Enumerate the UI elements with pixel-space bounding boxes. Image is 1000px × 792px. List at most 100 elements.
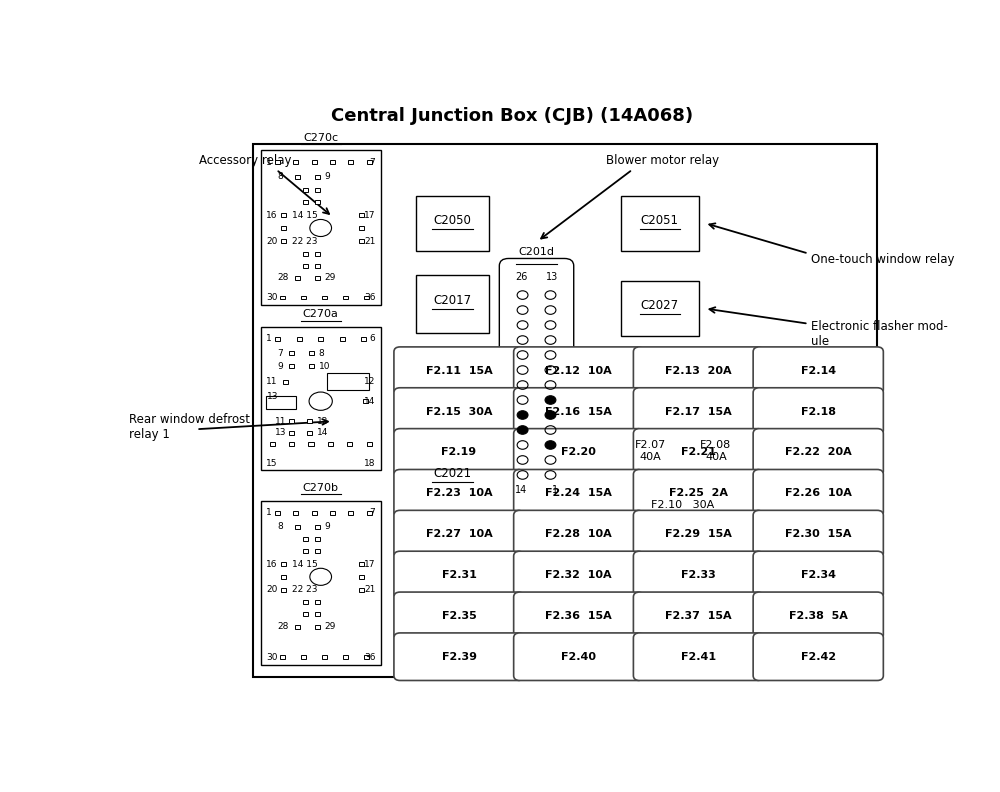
- FancyBboxPatch shape: [633, 347, 764, 394]
- FancyBboxPatch shape: [621, 196, 698, 250]
- Bar: [308, 443, 314, 447]
- Text: C270b: C270b: [303, 483, 339, 493]
- Text: F2.16  15A: F2.16 15A: [545, 406, 612, 417]
- Text: F2.41: F2.41: [681, 652, 716, 661]
- Text: 13: 13: [275, 428, 286, 437]
- Bar: [367, 511, 372, 515]
- Text: 7: 7: [370, 508, 375, 517]
- Text: F2.26  10A: F2.26 10A: [785, 488, 852, 498]
- Text: Blower motor relay: Blower motor relay: [606, 154, 719, 167]
- FancyBboxPatch shape: [753, 633, 883, 680]
- Text: 26: 26: [515, 272, 527, 282]
- FancyBboxPatch shape: [753, 551, 883, 599]
- Circle shape: [545, 411, 556, 419]
- Text: F2.17  15A: F2.17 15A: [665, 406, 732, 417]
- Text: 8: 8: [319, 348, 324, 357]
- Bar: [303, 537, 308, 541]
- Text: 12: 12: [364, 377, 375, 386]
- Text: F2.11  15A: F2.11 15A: [426, 366, 492, 375]
- Bar: [295, 175, 300, 179]
- Bar: [359, 239, 364, 243]
- FancyBboxPatch shape: [261, 501, 381, 665]
- Bar: [303, 600, 308, 604]
- Text: F2.38  5A: F2.38 5A: [789, 611, 848, 621]
- Text: F2.25  2A: F2.25 2A: [669, 488, 728, 498]
- Text: C270c: C270c: [303, 132, 338, 143]
- FancyBboxPatch shape: [633, 592, 764, 640]
- Text: Accessory relay: Accessory relay: [199, 154, 291, 167]
- Bar: [297, 337, 302, 341]
- Bar: [281, 239, 286, 243]
- Text: 20: 20: [266, 585, 277, 594]
- Text: 29: 29: [324, 623, 336, 631]
- Bar: [315, 537, 320, 541]
- Bar: [307, 431, 312, 435]
- Text: 36: 36: [364, 653, 375, 662]
- Text: 11: 11: [266, 377, 278, 386]
- Text: F2.14: F2.14: [801, 366, 836, 375]
- Bar: [312, 511, 317, 515]
- Text: Rear window defrost
relay 1: Rear window defrost relay 1: [129, 413, 250, 441]
- Text: 17: 17: [364, 559, 375, 569]
- Bar: [315, 252, 320, 256]
- FancyBboxPatch shape: [514, 510, 644, 558]
- Bar: [322, 655, 327, 659]
- Text: F2.36  15A: F2.36 15A: [545, 611, 612, 621]
- FancyBboxPatch shape: [514, 551, 644, 599]
- Text: 17: 17: [364, 211, 375, 219]
- Bar: [343, 295, 348, 299]
- Bar: [303, 264, 308, 268]
- Text: Central Junction Box (CJB) (14A068): Central Junction Box (CJB) (14A068): [331, 108, 694, 125]
- Text: C2021: C2021: [433, 466, 472, 480]
- Bar: [289, 364, 294, 368]
- Text: 30: 30: [266, 293, 278, 302]
- FancyBboxPatch shape: [753, 347, 883, 394]
- Text: Electronic flasher mod-
ule: Electronic flasher mod- ule: [811, 320, 948, 348]
- Text: 9: 9: [324, 172, 330, 181]
- FancyBboxPatch shape: [261, 327, 381, 470]
- FancyBboxPatch shape: [633, 388, 764, 436]
- Text: 14 15: 14 15: [292, 211, 317, 219]
- Text: F2.30  15A: F2.30 15A: [785, 529, 851, 539]
- FancyBboxPatch shape: [621, 281, 698, 336]
- FancyBboxPatch shape: [633, 633, 764, 680]
- Text: C2017: C2017: [433, 295, 472, 307]
- Circle shape: [517, 411, 528, 419]
- Text: F2.37  15A: F2.37 15A: [665, 611, 732, 621]
- Bar: [289, 419, 294, 423]
- Text: C201d: C201d: [519, 246, 555, 257]
- Bar: [359, 588, 364, 592]
- FancyBboxPatch shape: [753, 470, 883, 517]
- Text: 10: 10: [319, 362, 330, 371]
- FancyBboxPatch shape: [633, 551, 764, 599]
- Bar: [281, 226, 286, 230]
- Bar: [275, 511, 280, 515]
- Text: 16: 16: [266, 211, 278, 219]
- Text: 13: 13: [546, 272, 558, 282]
- Bar: [295, 276, 300, 280]
- Bar: [303, 188, 308, 192]
- Bar: [289, 443, 294, 447]
- Bar: [295, 625, 300, 629]
- Bar: [295, 525, 300, 529]
- FancyBboxPatch shape: [416, 275, 489, 333]
- FancyBboxPatch shape: [266, 396, 296, 409]
- Text: 9: 9: [324, 522, 330, 531]
- Text: 6: 6: [370, 334, 375, 344]
- Text: F2.10   30A: F2.10 30A: [651, 501, 715, 510]
- Bar: [315, 276, 320, 280]
- Bar: [315, 200, 320, 204]
- Text: 36: 36: [364, 293, 375, 302]
- Bar: [340, 337, 345, 341]
- Circle shape: [517, 426, 528, 434]
- FancyBboxPatch shape: [687, 432, 745, 476]
- Bar: [315, 175, 320, 179]
- Text: 1: 1: [266, 334, 272, 344]
- Text: F2.13  20A: F2.13 20A: [665, 366, 732, 375]
- Text: 11: 11: [275, 417, 286, 426]
- Bar: [281, 588, 286, 592]
- Bar: [275, 160, 280, 164]
- Text: F2.07
40A: F2.07 40A: [634, 440, 666, 462]
- Text: F2.39: F2.39: [442, 652, 477, 661]
- FancyBboxPatch shape: [261, 150, 381, 306]
